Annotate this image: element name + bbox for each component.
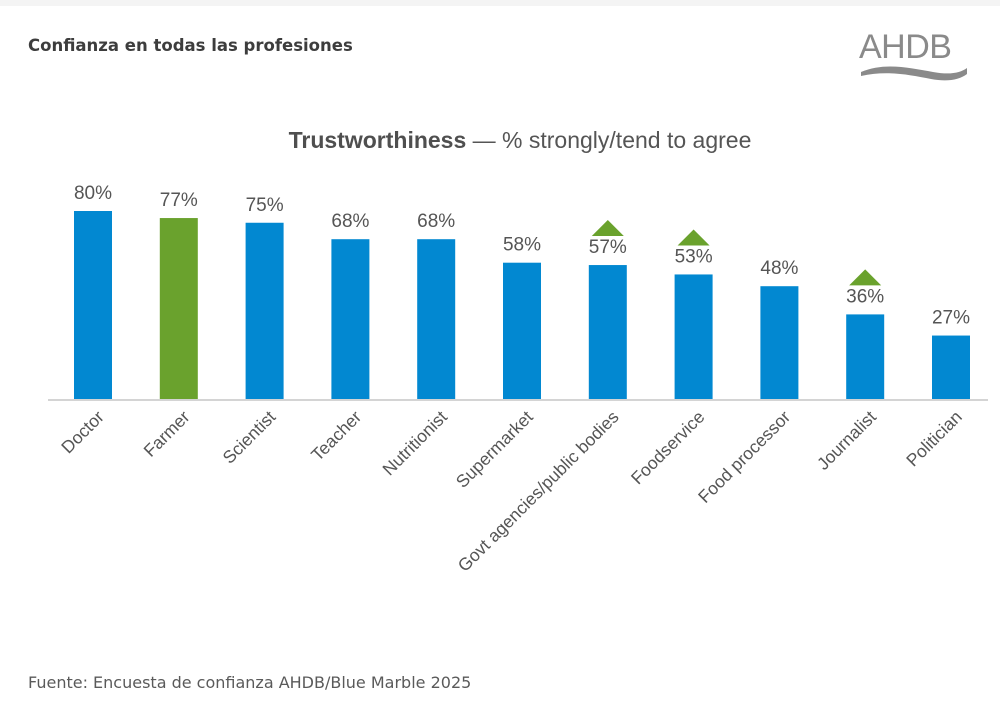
source-note: Fuente: Encuesta de confianza AHDB/Blue … xyxy=(28,673,472,692)
chart-title-rest: — % strongly/tend to agree xyxy=(466,127,752,153)
top-bar xyxy=(0,0,1000,6)
category-label: Teacher xyxy=(307,407,365,465)
category-label: Supermarket xyxy=(452,407,537,492)
value-label: 68% xyxy=(331,211,369,232)
bar-nutritionist xyxy=(417,239,456,399)
value-label: 36% xyxy=(846,286,884,307)
bar-scientist xyxy=(245,222,284,399)
value-label: 68% xyxy=(417,211,455,232)
value-label: 53% xyxy=(675,246,713,267)
category-label: Farmer xyxy=(140,407,194,461)
value-label: 58% xyxy=(503,235,541,256)
increase-triangle-icon xyxy=(849,269,882,286)
category-label: Doctor xyxy=(57,407,108,458)
logo-text: AHDB xyxy=(859,28,952,66)
bar-teacher xyxy=(331,239,370,399)
category-label: Nutritionist xyxy=(378,407,451,480)
increase-triangle-icon xyxy=(591,220,624,237)
increase-triangle-icon xyxy=(677,229,710,246)
page-heading: Confianza en todas las profesiones xyxy=(28,36,353,55)
chart-title: Trustworthiness — % strongly/tend to agr… xyxy=(0,127,1000,154)
chart-title-bold: Trustworthiness xyxy=(288,127,467,153)
bar-doctor xyxy=(74,211,112,399)
logo-swoosh-icon xyxy=(861,66,967,81)
category-label: Govt agencies/public bodies xyxy=(454,407,623,576)
value-label: 77% xyxy=(160,190,198,211)
category-label: Food processor xyxy=(694,407,794,507)
bar-supermarket xyxy=(503,262,541,399)
bar-politician xyxy=(932,335,970,399)
value-label: 75% xyxy=(246,195,284,216)
category-label: Scientist xyxy=(219,407,280,468)
bar-journalist xyxy=(846,314,885,399)
value-label: 80% xyxy=(74,183,112,204)
value-label: 48% xyxy=(760,258,798,279)
category-label: Politician xyxy=(902,407,966,471)
value-label: 27% xyxy=(932,308,970,329)
value-label: 57% xyxy=(589,237,627,258)
category-label: Foodservice xyxy=(627,407,709,489)
bar-food-processor xyxy=(760,286,799,399)
bar-farmer xyxy=(159,218,198,399)
ahdb-logo: AHDB xyxy=(855,28,975,84)
bar-foodservice xyxy=(674,274,713,399)
bar-govt-agencies-public-bodies xyxy=(588,265,627,399)
category-label: Journalist xyxy=(813,407,880,474)
